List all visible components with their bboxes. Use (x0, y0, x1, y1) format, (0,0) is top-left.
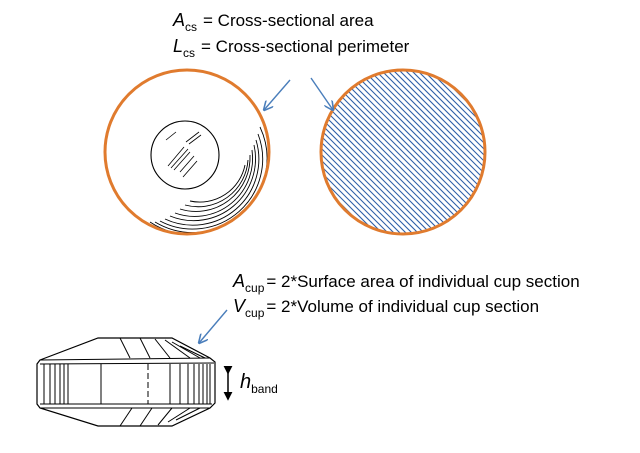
hatch-line (321, 70, 368, 234)
a-cup-text: = 2*Surface area of individual cup secti… (266, 272, 579, 291)
label-h-band: hband (240, 371, 278, 396)
hatch-line (321, 70, 392, 234)
hatch-line (321, 70, 416, 234)
hatch-line (321, 70, 398, 234)
hatch-line (480, 70, 485, 234)
tablet-outline-circle (103, 68, 271, 236)
cross-section-hatching (321, 68, 640, 236)
hatch-line (444, 70, 485, 234)
hatch-line (321, 70, 485, 234)
hatch-line (330, 70, 485, 234)
hatch-line (420, 70, 485, 234)
hatch-line (426, 70, 485, 234)
hatch-line (321, 70, 482, 234)
hatch-line (438, 70, 485, 234)
hatch-line (321, 70, 476, 234)
h-band-subscript: band (251, 382, 278, 396)
cross-section-view (319, 68, 640, 236)
tablet-top-view (103, 68, 271, 236)
hatch-line (348, 70, 485, 234)
hatch-line (366, 70, 485, 234)
l-cs-subscript: cs (183, 46, 195, 60)
hatch-line (336, 70, 485, 234)
hatch-line (402, 70, 485, 234)
hatch-line (396, 70, 485, 234)
hatch-line (414, 70, 485, 234)
a-cs-subscript: cs (185, 20, 197, 34)
hatch-line (321, 70, 452, 234)
hatch-line (450, 70, 485, 234)
svg-text:Lcs= Cross-sectional perimeter: Lcs = Cross-sectional perimeter (173, 36, 410, 60)
tablet-center-circle (150, 120, 220, 190)
v-cup-text: = 2*Volume of individual cup section (266, 297, 539, 316)
v-cup-symbol: V (233, 296, 247, 316)
label-a-cs: Acs = Cross-sectional area (172, 10, 374, 34)
hatch-line (321, 70, 410, 234)
hatch-line (321, 70, 404, 234)
hatch-line (321, 70, 458, 234)
v-cup-subscript: cup (245, 306, 265, 320)
center-circle-shading (165, 131, 202, 178)
hatch-line (408, 70, 485, 234)
hatch-line (360, 70, 485, 234)
a-cs-symbol: A (172, 10, 185, 30)
h-band-symbol: h (240, 371, 251, 393)
hatch-line (487, 68, 640, 236)
l-cs-text: = Cross-sectional perimeter (201, 37, 410, 56)
hatch-line (321, 70, 428, 234)
hatch-line (321, 70, 440, 234)
hatch-line (324, 70, 485, 234)
hatch-line (321, 70, 386, 234)
hatch-line (378, 70, 485, 234)
svg-text:Vcup= 2*Volume of individual c: Vcup = 2*Volume of individual cup section (233, 296, 539, 320)
hatch-line (474, 70, 485, 234)
svg-text:Acs= Cross-sectional area: Acs = Cross-sectional area (172, 10, 374, 34)
a-cup-subscript: cup (245, 281, 265, 295)
label-v-cup: Vcup = 2*Volume of individual cup section (233, 296, 539, 320)
label-a-cup: Acup = 2*Surface area of individual cup s… (232, 271, 580, 295)
arrow-to-cup-section (199, 309, 228, 343)
hatch-line (321, 70, 446, 234)
a-cup-symbol: A (232, 271, 245, 291)
label-l-cs: Lcs = Cross-sectional perimeter (173, 36, 410, 60)
hatch-line (354, 70, 485, 234)
l-cs-symbol: L (173, 36, 183, 56)
arrow-to-tablet-outline (264, 79, 291, 110)
hatch-line (321, 70, 470, 234)
a-cs-text: = Cross-sectional area (203, 11, 374, 30)
hatch-line (456, 70, 485, 234)
tablet-side-view (36, 337, 216, 427)
arrow-to-cross-section (310, 77, 333, 110)
hatch-line (321, 70, 380, 234)
hatch-line (321, 70, 422, 234)
hatch-line (390, 70, 485, 234)
cross-section-outline (319, 68, 487, 236)
hatch-line (462, 70, 485, 234)
svg-text:Acup= 2*Surface area of indivi: Acup = 2*Surface area of individual cup s… (232, 271, 580, 295)
hatch-line (321, 70, 434, 234)
hatch-line (372, 70, 485, 234)
hatch-line (468, 70, 485, 234)
svg-text:hband: hband (240, 371, 278, 396)
hatch-line (384, 70, 485, 234)
